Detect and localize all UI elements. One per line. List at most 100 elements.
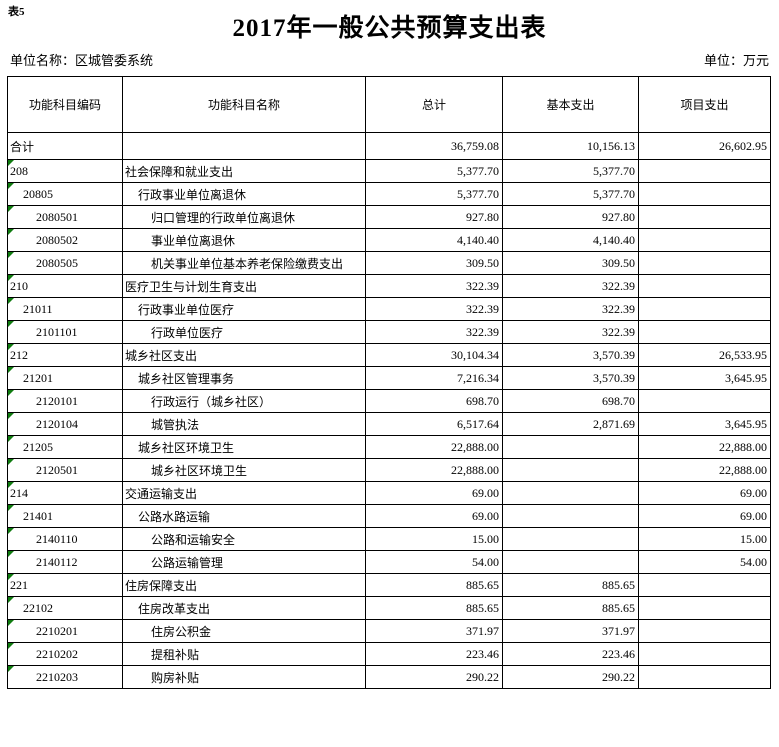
code-cell-text: 2120501 [36, 462, 78, 477]
name-cell-text: 公路运输管理 [151, 555, 224, 570]
number-stored-as-text-marker-icon [8, 344, 14, 350]
basic-expenditure-cell [502, 527, 639, 551]
total-cell-text: 223.46 [466, 646, 499, 661]
number-stored-as-text-marker-icon [8, 597, 14, 603]
budget-table: 功能科目编码 功能科目名称 总计 基本支出 项目支出 合计 36,759.08 10… [7, 76, 771, 689]
total-cell: 15.00 [365, 527, 503, 551]
name-cell: 住房保障支出 [122, 573, 366, 597]
table-row: 221 住房保障支出 885.65 885.65 [7, 573, 771, 597]
name-cell-text: 住房公积金 [151, 624, 212, 639]
number-stored-as-text-marker-icon [8, 459, 14, 465]
table-row: 2080501 归口管理的行政单位离退休 927.80 927.80 [7, 205, 771, 229]
number-stored-as-text-marker-icon [8, 183, 14, 189]
name-cell-text: 行政单位医疗 [151, 325, 224, 340]
basic-expenditure-cell: 223.46 [502, 642, 639, 666]
basic-expenditure-cell [502, 458, 639, 482]
code-cell-text: 21201 [23, 370, 53, 385]
code-cell: 2120101 [7, 389, 123, 413]
total-cell: 290.22 [365, 665, 503, 689]
table-row: 2101101 行政单位医疗 322.39 322.39 [7, 320, 771, 344]
table-row: 21201 城乡社区管理事务 7,216.34 3,570.39 3,645.95 [7, 366, 771, 390]
col-header-function-name: 功能科目名称 [122, 76, 366, 133]
total-cell: 7,216.34 [365, 366, 503, 390]
name-cell-text: 购房补贴 [151, 670, 200, 685]
basic-expenditure-cell: 371.97 [502, 619, 639, 643]
project-expenditure-cell [638, 642, 771, 666]
basic-expenditure-cell-text: 927.80 [602, 209, 635, 224]
project-expenditure-cell-text: 3,645.95 [725, 416, 767, 431]
name-cell: 社会保障和就业支出 [122, 159, 366, 183]
total-cell: 4,140.40 [365, 228, 503, 252]
basic-expenditure-cell: 3,570.39 [502, 343, 639, 367]
project-expenditure-cell: 15.00 [638, 527, 771, 551]
table-header: 功能科目编码 功能科目名称 总计 基本支出 项目支出 [7, 76, 771, 133]
code-cell: 2120501 [7, 458, 123, 482]
total-cell: 54.00 [365, 550, 503, 574]
basic-expenditure-cell: 4,140.40 [502, 228, 639, 252]
code-cell-text: 2080501 [36, 209, 78, 224]
table-row: 2140110 公路和运输安全 15.00 15.00 [7, 527, 771, 551]
basic-expenditure-cell: 885.65 [502, 596, 639, 620]
code-cell: 212 [7, 343, 123, 367]
code-cell-text: 21011 [23, 301, 53, 316]
table-row: 2120104 城管执法 6,517.64 2,871.69 3,645.95 [7, 412, 771, 436]
name-cell-text: 行政事业单位医疗 [138, 302, 235, 317]
basic-expenditure-cell-text: 322.39 [602, 324, 635, 339]
code-cell: 221 [7, 573, 123, 597]
name-cell: 城管执法 [122, 412, 366, 436]
code-cell-text: 2120104 [36, 416, 78, 431]
basic-expenditure-cell-text: 885.65 [602, 600, 635, 615]
code-cell: 210 [7, 274, 123, 298]
project-expenditure-cell [638, 619, 771, 643]
code-cell-text: 214 [10, 485, 28, 500]
basic-expenditure-cell-text: 4,140.40 [593, 232, 635, 247]
total-cell-text: 885.65 [466, 600, 499, 615]
total-cell: 5,377.70 [365, 182, 503, 206]
name-cell: 城乡社区环境卫生 [122, 435, 366, 459]
basic-expenditure-cell: 10,156.13 [502, 132, 639, 160]
total-cell: 322.39 [365, 274, 503, 298]
code-cell: 2210201 [7, 619, 123, 643]
project-expenditure-cell-text: 22,888.00 [719, 462, 767, 477]
code-cell-text: 21401 [23, 508, 53, 523]
total-cell: 36,759.08 [365, 132, 503, 160]
project-expenditure-cell [638, 205, 771, 229]
project-expenditure-cell: 3,645.95 [638, 366, 771, 390]
number-stored-as-text-marker-icon [8, 620, 14, 626]
basic-expenditure-cell-text: 3,570.39 [593, 347, 635, 362]
total-cell-text: 290.22 [466, 669, 499, 684]
project-expenditure-cell: 54.00 [638, 550, 771, 574]
number-stored-as-text-marker-icon [8, 436, 14, 442]
number-stored-as-text-marker-icon [8, 367, 14, 373]
total-cell-text: 309.50 [466, 255, 499, 270]
code-cell: 2080505 [7, 251, 123, 275]
table-row: 2080505 机关事业单位基本养老保险缴费支出 309.50 309.50 [7, 251, 771, 275]
total-cell-text: 54.00 [472, 554, 499, 569]
col-header-function-code: 功能科目编码 [7, 76, 123, 133]
project-expenditure-cell [638, 228, 771, 252]
name-cell: 交通运输支出 [122, 481, 366, 505]
basic-expenditure-cell-text: 5,377.70 [593, 163, 635, 178]
code-cell: 21201 [7, 366, 123, 390]
basic-expenditure-cell-text: 10,156.13 [587, 138, 635, 153]
total-cell-text: 22,888.00 [451, 462, 499, 477]
code-cell: 2140112 [7, 550, 123, 574]
code-cell-text: 2210203 [36, 669, 78, 684]
project-expenditure-cell-text: 15.00 [740, 531, 767, 546]
project-expenditure-cell-text: 22,888.00 [719, 439, 767, 454]
code-cell-text: 22102 [23, 600, 53, 615]
name-cell: 公路运输管理 [122, 550, 366, 574]
total-cell-text: 6,517.64 [457, 416, 499, 431]
table-row: 208 社会保障和就业支出 5,377.70 5,377.70 [7, 159, 771, 183]
code-cell-text: 2140112 [36, 554, 78, 569]
name-cell: 行政事业单位医疗 [122, 297, 366, 321]
project-expenditure-cell: 22,888.00 [638, 458, 771, 482]
project-expenditure-cell: 26,602.95 [638, 132, 771, 160]
basic-expenditure-cell: 290.22 [502, 665, 639, 689]
total-cell-text: 30,104.34 [451, 347, 499, 362]
total-cell-text: 371.97 [466, 623, 499, 638]
basic-expenditure-cell-text: 371.97 [602, 623, 635, 638]
basic-expenditure-cell-text: 322.39 [602, 278, 635, 293]
col-header-total: 总计 [365, 76, 503, 133]
